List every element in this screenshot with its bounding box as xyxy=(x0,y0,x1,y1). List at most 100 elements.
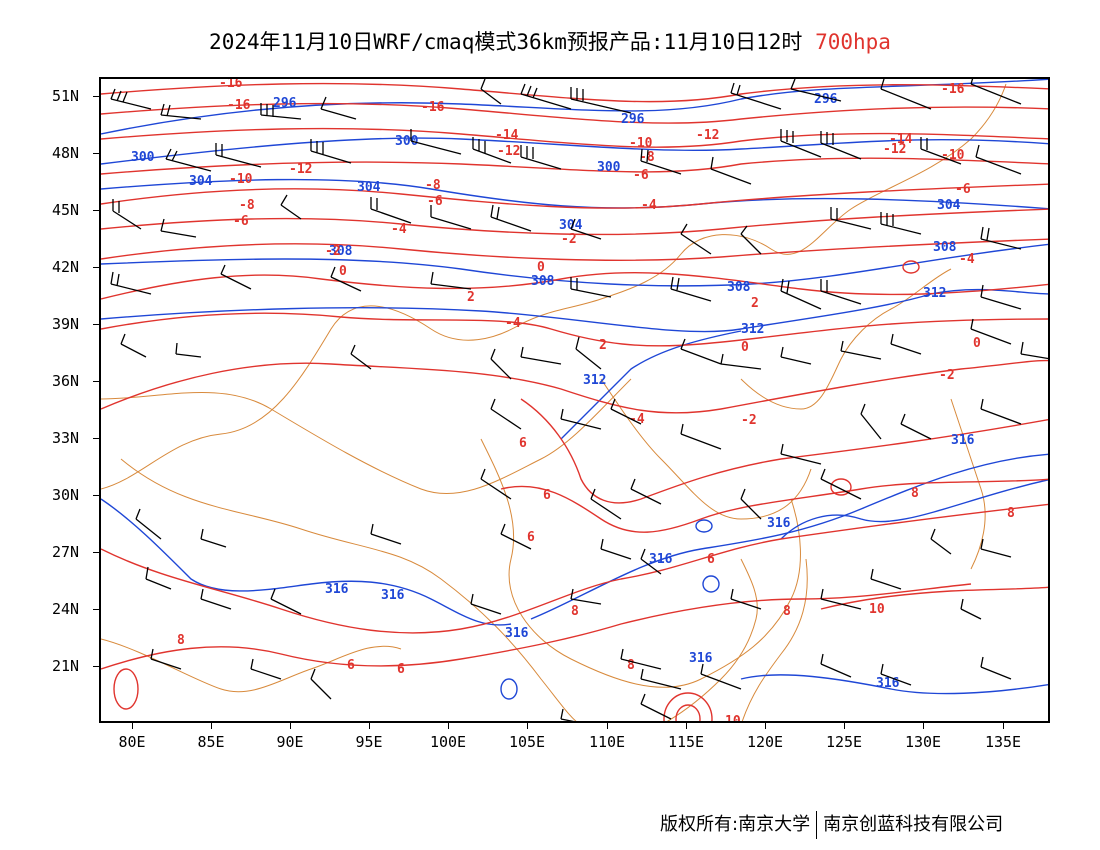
temperature-label: 0 xyxy=(973,336,981,351)
lon-label: 130E xyxy=(904,733,942,751)
lon-tick xyxy=(290,723,291,729)
height-contour-312 xyxy=(101,288,1048,333)
lon-label: 110E xyxy=(588,733,626,751)
lat-tick xyxy=(93,666,99,667)
copyright-company: 南京创蓝科技有限公司 xyxy=(823,814,1004,835)
wind-barb xyxy=(570,87,632,114)
wind-barb xyxy=(880,79,932,110)
height-label: 296 xyxy=(621,112,645,127)
lat-label: 48N xyxy=(52,144,80,162)
temperature-label: 6 xyxy=(347,658,355,673)
wind-barb xyxy=(630,478,662,505)
wind-barb xyxy=(260,103,302,120)
wind-barb xyxy=(160,103,202,120)
wind-barb xyxy=(680,423,722,450)
temperature-label: -2 xyxy=(325,244,341,259)
border-path xyxy=(950,398,986,570)
map-title: 2024年11月10日WRF/cmaq模式36km预报产品:11月10日12时 … xyxy=(0,26,1100,56)
wind-barb xyxy=(970,318,1012,345)
wind-barb xyxy=(880,212,922,235)
temperature-label: 6 xyxy=(527,530,535,545)
wind-barb xyxy=(780,443,822,465)
temperature-contour xyxy=(101,102,1048,124)
temperature-label: 2 xyxy=(751,296,759,311)
wind-barb xyxy=(920,137,962,165)
wind-barb xyxy=(430,271,472,290)
wind-barb xyxy=(600,538,632,560)
lon-label: 90E xyxy=(276,733,304,751)
wind-barb xyxy=(700,663,742,690)
wind-barb xyxy=(970,79,1022,105)
temperature-label: 8 xyxy=(1007,506,1015,521)
lat-tick xyxy=(93,381,99,382)
lon-tick xyxy=(923,723,924,729)
wind-barb xyxy=(890,333,922,355)
temperature-label: 0 xyxy=(741,340,749,355)
temperature-label: 6 xyxy=(397,662,405,677)
temperature-label: -10 xyxy=(229,172,253,187)
temperature-label: -4 xyxy=(641,198,657,213)
lon-tick xyxy=(132,723,133,729)
height-label: 312 xyxy=(741,322,764,337)
contour-labels: 296 296 296 300 300 300 304 304 304 304 … xyxy=(131,79,1015,723)
height-label: 308 xyxy=(727,280,751,295)
temperature-contour xyxy=(101,157,1048,175)
lat-label: 33N xyxy=(52,429,80,447)
wind-barb xyxy=(980,656,1012,680)
wind-barb xyxy=(610,398,642,425)
lon-tick xyxy=(844,723,845,729)
wind-barb xyxy=(780,129,822,158)
wind-barb xyxy=(930,528,952,555)
wind-barb xyxy=(310,668,332,700)
wind-barb xyxy=(900,413,932,440)
wind-barb xyxy=(520,145,562,170)
border-path xyxy=(600,378,812,520)
temperature-contour xyxy=(820,586,1048,610)
wind-barb xyxy=(710,156,752,185)
wind-barb xyxy=(780,278,822,310)
temperature-contour xyxy=(101,359,1048,414)
height-label: 316 xyxy=(325,582,349,597)
wind-barb xyxy=(410,129,462,155)
wind-barb xyxy=(135,508,162,540)
temperature-contour xyxy=(101,238,1048,261)
map-panel[interactable]: 296 296 296 300 300 300 304 304 304 304 … xyxy=(99,77,1050,723)
wind-barb xyxy=(980,226,1022,250)
wind-barb xyxy=(165,148,212,172)
height-label: 308 xyxy=(329,244,353,259)
temperature-label: 10 xyxy=(725,714,741,723)
temperature-label: 8 xyxy=(571,604,579,619)
wind-barb xyxy=(640,148,682,175)
lon-tick xyxy=(765,723,766,729)
temperature-label: 0 xyxy=(537,260,545,275)
wind-barb xyxy=(215,143,262,168)
temperature-label: -6 xyxy=(955,182,971,197)
wind-barb xyxy=(730,588,762,610)
temperature-label: 8 xyxy=(627,658,635,673)
wind-barb xyxy=(640,693,672,720)
lon-label: 80E xyxy=(118,733,146,751)
temperature-contour xyxy=(101,271,1048,300)
height-label: 304 xyxy=(559,218,583,233)
temperature-contour xyxy=(101,127,1048,148)
lon-label: 85E xyxy=(197,733,225,751)
lon-tick xyxy=(211,723,212,729)
temperature-contour xyxy=(101,583,972,670)
temperature-label: -16 xyxy=(219,79,243,91)
height-contour-296 xyxy=(101,79,1048,135)
temperature-label: -12 xyxy=(883,142,906,157)
height-contour-300 xyxy=(101,137,1048,165)
lon-label: 115E xyxy=(667,733,705,751)
wind-barb xyxy=(490,204,532,232)
wind-barb xyxy=(840,340,882,360)
height-contour-308 xyxy=(101,243,1048,287)
temperature-label: -2 xyxy=(741,413,757,428)
wind-barb xyxy=(560,708,575,721)
lat-label: 51N xyxy=(52,87,80,105)
wind-barb xyxy=(960,598,982,620)
lon-tick xyxy=(686,723,687,729)
wind-barb xyxy=(320,96,357,120)
temperature-contour-closed xyxy=(113,668,139,710)
temperature-contour xyxy=(101,82,1048,103)
wind-barb xyxy=(1020,341,1048,360)
